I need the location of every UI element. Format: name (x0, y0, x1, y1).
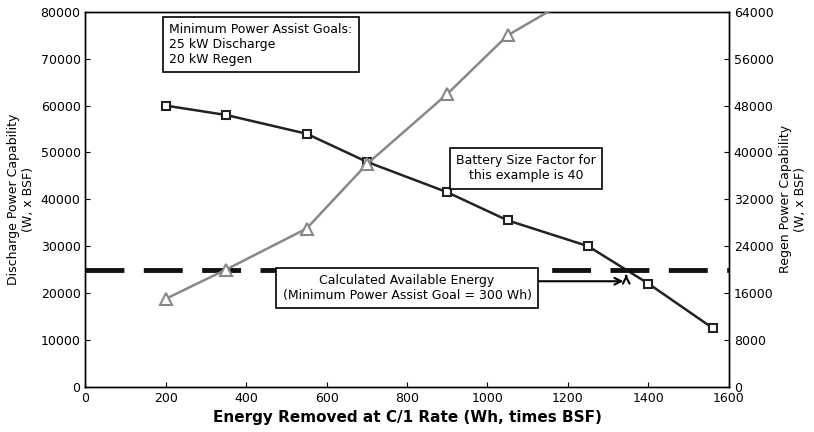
Y-axis label: Regen Power Capability
(W, x BSF): Regen Power Capability (W, x BSF) (779, 125, 807, 273)
Y-axis label: Discharge Power Capability
(W, x BSF): Discharge Power Capability (W, x BSF) (7, 114, 35, 285)
Text: Minimum Power Assist Goals:
25 kW Discharge
20 kW Regen: Minimum Power Assist Goals: 25 kW Discha… (169, 23, 352, 66)
X-axis label: Energy Removed at C/1 Rate (Wh, times BSF): Energy Removed at C/1 Rate (Wh, times BS… (212, 410, 602, 425)
Text: Calculated Available Energy
(Minimum Power Assist Goal = 300 Wh): Calculated Available Energy (Minimum Pow… (282, 274, 532, 302)
Text: Battery Size Factor for
this example is 40: Battery Size Factor for this example is … (456, 154, 596, 182)
